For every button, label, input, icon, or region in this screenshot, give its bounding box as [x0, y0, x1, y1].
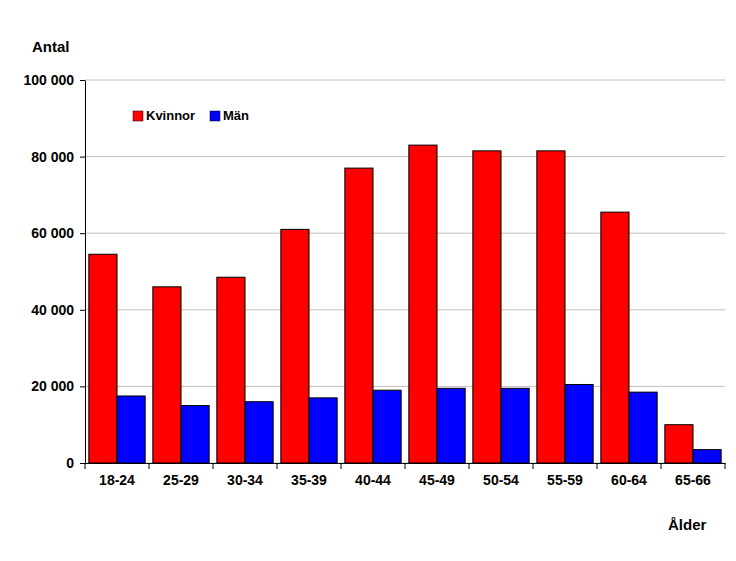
bar: [373, 390, 401, 463]
x-tick: 40-44: [355, 463, 391, 488]
x-tick: 65-66: [675, 463, 711, 488]
bar: [281, 229, 309, 463]
x-tick: 18-24: [99, 463, 135, 488]
plot: 0 20 000 40 000 60 000 80 000 100 000 18-24 25-…: [23, 72, 725, 488]
category-separator: [725, 463, 726, 469]
category-separator: [405, 463, 406, 469]
x-tick: 25-29: [163, 463, 199, 488]
y-tick: 20 000: [31, 378, 85, 394]
grid-line: [85, 80, 725, 81]
bar: [409, 145, 437, 463]
bar: [153, 287, 181, 463]
x-tick-label: 50-54: [483, 472, 519, 488]
y-tick-mark: [80, 157, 85, 158]
y-tick-mark: [80, 463, 85, 464]
x-tick: 60-64: [611, 463, 647, 488]
bar: [309, 398, 337, 463]
x-tick: 50-54: [483, 463, 519, 488]
bar: [89, 254, 117, 463]
y-tick-mark: [80, 80, 85, 81]
bar: [501, 388, 529, 463]
x-axis-title: Ålder: [668, 516, 707, 533]
category-separator: [149, 463, 150, 469]
bar: [345, 168, 373, 463]
x-tick: 35-39: [291, 463, 327, 488]
bar: [117, 396, 145, 463]
legend-label: Män: [223, 108, 249, 123]
y-tick-mark: [80, 310, 85, 311]
category-separator: [597, 463, 598, 469]
y-tick-label: 80 000: [31, 149, 74, 165]
y-tick-label: 0: [66, 455, 74, 471]
bar: [629, 392, 657, 463]
y-tick-label: 60 000: [31, 225, 74, 241]
y-tick: 100 000: [23, 72, 85, 88]
category-separator: [661, 463, 662, 469]
y-tick-mark: [80, 386, 85, 387]
x-tick: 30-34: [227, 463, 263, 488]
grid: [85, 80, 725, 463]
bar: [181, 406, 209, 463]
legend-label: Kvinnor: [146, 108, 195, 123]
x-tick: 55-59: [547, 463, 583, 488]
x-tick-label: 60-64: [611, 472, 647, 488]
x-tick-label: 25-29: [163, 472, 199, 488]
y-tick: 0: [66, 455, 85, 471]
x-tick-label: 30-34: [227, 472, 263, 488]
x-axis: 18-24 25-29 30-34 35-39 40-44 45-49 50-54 55-59…: [85, 463, 726, 488]
y-tick: 80 000: [31, 149, 85, 165]
category-separator: [533, 463, 534, 469]
y-tick: 60 000: [31, 225, 85, 241]
bars: [89, 145, 721, 463]
bar: [473, 151, 501, 463]
category-separator: [277, 463, 278, 469]
y-axis-line: [85, 81, 86, 464]
chart: 0 20 000 40 000 60 000 80 000 100 000 18-24 25-…: [0, 0, 736, 561]
bar: [665, 425, 693, 463]
x-tick-label: 65-66: [675, 472, 711, 488]
x-tick-label: 45-49: [419, 472, 455, 488]
bar: [437, 388, 465, 463]
y-tick-label: 40 000: [31, 302, 74, 318]
bar: [217, 277, 245, 463]
category-separator: [469, 463, 470, 469]
y-tick-label: 20 000: [31, 378, 74, 394]
y-axis: 0 20 000 40 000 60 000 80 000 100 000: [23, 72, 85, 471]
bar: [537, 151, 565, 463]
category-separator: [85, 463, 86, 469]
legend-swatch: [133, 111, 143, 121]
legend: Kvinnor Män: [133, 108, 249, 123]
bar: [601, 212, 629, 463]
x-tick-label: 35-39: [291, 472, 327, 488]
legend-swatch: [210, 111, 220, 121]
bar: [693, 450, 721, 463]
x-tick: 45-49: [419, 463, 455, 488]
x-tick-label: 18-24: [99, 472, 135, 488]
y-tick: 40 000: [31, 302, 85, 318]
x-tick-label: 55-59: [547, 472, 583, 488]
y-tick-label: 100 000: [23, 72, 74, 88]
grid-line: [85, 156, 725, 157]
y-axis-title: Antal: [32, 38, 70, 55]
x-tick-label: 40-44: [355, 472, 391, 488]
bar: [565, 384, 593, 463]
category-separator: [213, 463, 214, 469]
category-separator: [341, 463, 342, 469]
bar: [245, 402, 273, 463]
y-tick-mark: [80, 233, 85, 234]
